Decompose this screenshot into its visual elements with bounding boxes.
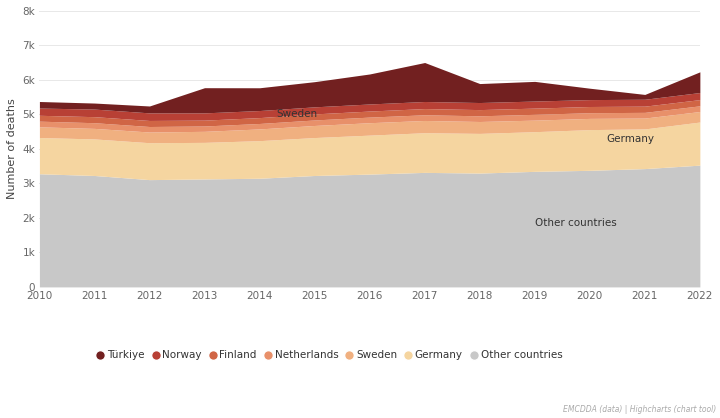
- Text: Sweden: Sweden: [276, 109, 318, 119]
- Y-axis label: Number of deaths: Number of deaths: [7, 99, 17, 199]
- Text: EMCDDA (data) | Highcharts (chart tool): EMCDDA (data) | Highcharts (chart tool): [563, 405, 716, 414]
- Text: Türkiye: Türkiye: [369, 55, 407, 65]
- Legend: Türkiye, Norway, Finland, Netherlands, Sweden, Germany, Other countries: Türkiye, Norway, Finland, Netherlands, S…: [98, 350, 562, 360]
- Text: Germany: Germany: [606, 134, 654, 144]
- Text: Other countries: Other countries: [535, 218, 616, 228]
